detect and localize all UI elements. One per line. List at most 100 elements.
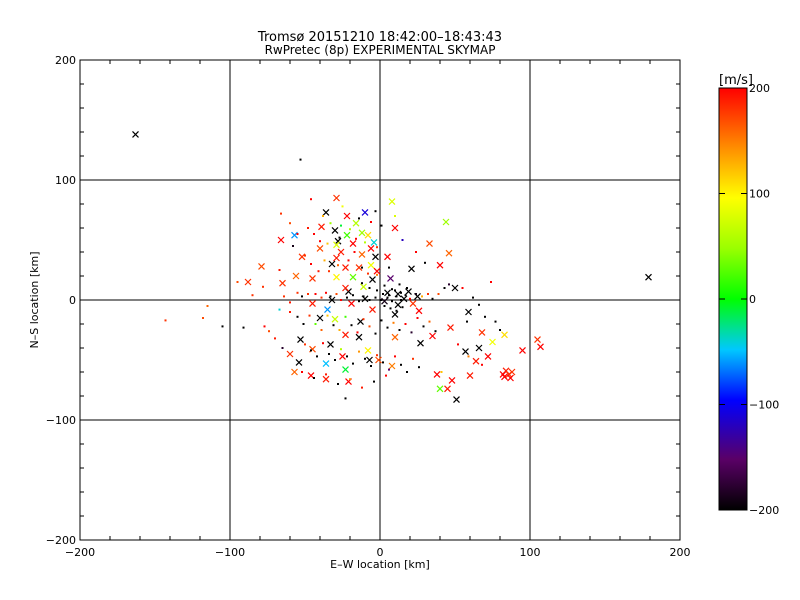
scatter-x-mark xyxy=(484,352,492,360)
scatter-x-mark xyxy=(132,130,139,138)
scatter-x-mark xyxy=(369,306,376,314)
scatter-x-mark xyxy=(358,229,366,237)
scatter-dot-mark xyxy=(401,306,404,309)
colorbar: [m/s] 200 100 0 −100 −200 xyxy=(718,73,779,517)
scatter-x-mark xyxy=(364,231,372,239)
scatter-dot-mark xyxy=(356,331,359,334)
y-tick-label: 200 xyxy=(55,54,76,67)
scatter-x-mark xyxy=(322,360,330,368)
scatter-x-mark xyxy=(388,198,396,206)
scatter-x-mark xyxy=(507,374,514,382)
scatter-dot-mark xyxy=(322,342,324,345)
scatter-dot-mark xyxy=(316,355,318,358)
scatter-x-mark xyxy=(342,284,349,292)
scatter-dot-mark xyxy=(334,359,336,361)
scatter-x-mark xyxy=(355,264,363,272)
scatter-dot-mark xyxy=(457,343,459,346)
scatter-x-mark xyxy=(478,328,486,336)
scatter-dot-mark xyxy=(404,323,407,325)
scatter-x-mark xyxy=(343,212,351,220)
colorbar-ticks: 200 100 0 −100 −200 xyxy=(719,82,779,517)
scatter-x-mark xyxy=(426,240,433,248)
scatter-x-mark xyxy=(408,265,415,273)
scatter-dot-mark xyxy=(361,386,363,389)
scatter-x-mark xyxy=(309,300,316,308)
scatter-dot-mark xyxy=(349,228,351,231)
scatter-x-mark xyxy=(433,370,441,378)
y-axis-label: N–S location [km] xyxy=(28,251,41,348)
scatter-dot-mark xyxy=(340,224,342,227)
scatter-x-mark xyxy=(286,350,294,358)
scatter-dot-mark xyxy=(484,315,486,318)
scatter-x-mark xyxy=(360,283,367,291)
scatter-dot-mark xyxy=(292,245,294,247)
scatter-dot-mark xyxy=(428,320,431,323)
scatter-x-mark xyxy=(367,244,375,252)
chart-title: Tromsø 20151210 18:42:00–18:43:43 xyxy=(257,30,502,45)
scatter-x-mark xyxy=(472,357,480,365)
grid-lines xyxy=(80,60,680,540)
scatter-x-mark xyxy=(370,238,378,246)
scatter-x-mark xyxy=(343,231,351,239)
scatter-x-mark xyxy=(342,366,349,374)
scatter-x-mark xyxy=(508,368,516,376)
axis-ticks xyxy=(79,59,681,541)
scatter-x-mark xyxy=(291,368,298,376)
scatter-dot-mark xyxy=(368,299,371,301)
data-marks xyxy=(132,130,652,404)
scatter-x-mark xyxy=(388,362,396,370)
scatter-dot-mark xyxy=(448,283,450,286)
scatter-dot-mark xyxy=(325,291,327,294)
scatter-x-mark xyxy=(465,308,472,316)
scatter-dot-mark xyxy=(415,293,417,295)
scatter-dot-mark xyxy=(278,308,281,311)
scatter-x-mark xyxy=(355,333,363,341)
scatter-x-mark xyxy=(352,219,360,227)
scatter-dot-mark xyxy=(326,242,329,245)
scatter-dot-mark xyxy=(313,233,315,235)
scatter-dot-mark xyxy=(481,363,483,366)
chart-subtitle: RwPretec (8p) EXPERIMENTAL SKYMAP xyxy=(265,43,496,57)
scatter-dot-mark xyxy=(395,295,398,298)
scatter-dot-mark xyxy=(278,269,281,271)
x-tick-label: 0 xyxy=(377,546,384,559)
scatter-x-mark xyxy=(442,218,450,226)
scatter-x-mark xyxy=(387,274,394,282)
scatter-dot-mark xyxy=(320,296,323,299)
scatter-x-mark xyxy=(316,314,324,322)
scatter-dot-mark xyxy=(296,291,299,294)
scatter-dot-mark xyxy=(416,317,419,319)
scatter-x-mark xyxy=(462,348,469,356)
scatter-dot-mark xyxy=(421,295,423,298)
scatter-dot-mark xyxy=(325,373,327,376)
scatter-x-mark xyxy=(358,250,366,258)
scatter-dot-mark xyxy=(221,325,224,328)
scatter-x-mark xyxy=(369,276,376,284)
scatter-x-mark xyxy=(322,208,330,216)
scatter-x-mark xyxy=(333,254,340,262)
scatter-x-mark xyxy=(405,288,412,296)
scatter-dot-mark xyxy=(394,289,396,292)
scatter-x-mark xyxy=(327,340,334,348)
x-tick-label: −100 xyxy=(215,546,245,559)
colorbar-tick-label: 0 xyxy=(749,293,756,306)
scatter-dot-mark xyxy=(263,325,266,328)
scatter-x-mark xyxy=(348,300,355,308)
scatter-dot-mark xyxy=(386,296,389,299)
scatter-dot-mark xyxy=(358,350,360,353)
scatter-x-mark xyxy=(445,249,453,257)
scatter-dot-mark xyxy=(262,285,264,288)
scatter-x-mark xyxy=(322,375,330,383)
scatter-dot-mark xyxy=(328,353,330,355)
scatter-dot-mark xyxy=(373,380,375,383)
scatter-x-mark xyxy=(316,244,324,252)
scatter-x-mark xyxy=(333,241,340,249)
scatter-x-mark xyxy=(415,307,423,315)
scatter-dot-mark xyxy=(338,329,341,331)
scatter-dot-mark xyxy=(368,325,371,328)
scatter-x-mark xyxy=(258,262,265,270)
scatter-x-mark xyxy=(361,208,369,216)
scatter-dot-mark xyxy=(313,377,315,379)
scatter-dot-mark xyxy=(382,361,384,364)
